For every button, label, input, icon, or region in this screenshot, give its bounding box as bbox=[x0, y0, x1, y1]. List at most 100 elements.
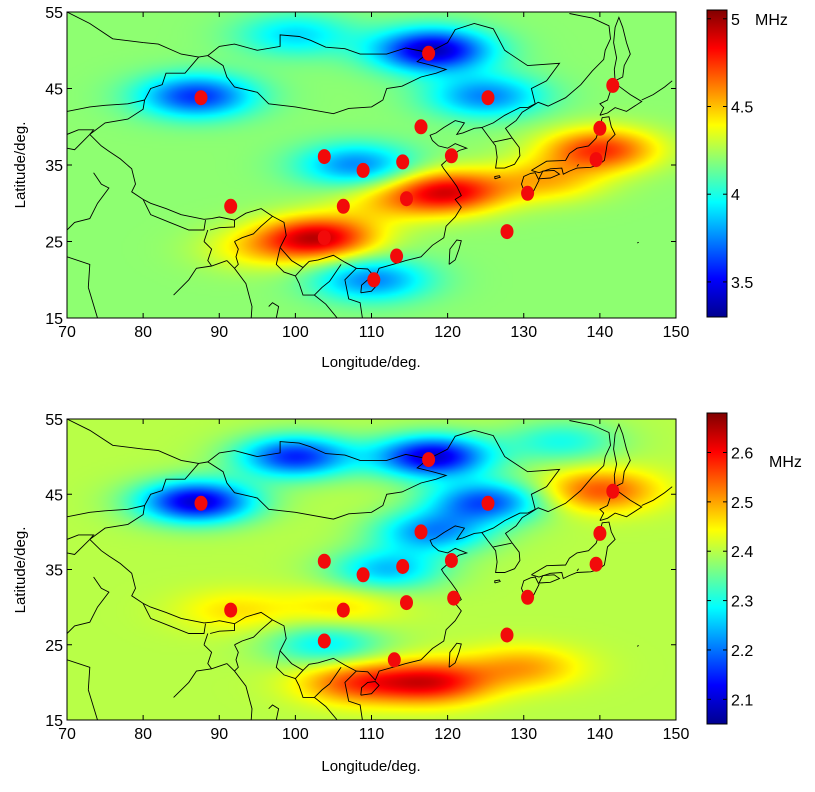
border-2-11 bbox=[234, 644, 239, 672]
y-tick-label-1-25: 25 bbox=[45, 235, 63, 252]
border-1-12 bbox=[234, 215, 273, 242]
coastline-1-15 bbox=[494, 175, 501, 180]
border-1-8 bbox=[209, 220, 235, 231]
border-2-5 bbox=[89, 539, 357, 672]
station-1-11 bbox=[521, 185, 535, 201]
x-tick-label-2-150: 150 bbox=[663, 726, 690, 743]
coastline-1-17 bbox=[576, 163, 579, 167]
x-tick-label-1-110: 110 bbox=[359, 324, 385, 341]
station-markers-2 bbox=[194, 452, 620, 668]
colorbar-tick-label-1-2: 4.5 bbox=[731, 99, 753, 116]
station-2-16 bbox=[317, 633, 331, 649]
x-tick-label-2-120: 120 bbox=[434, 726, 461, 743]
border-2-1 bbox=[67, 419, 199, 464]
coastline-2-3 bbox=[226, 663, 253, 720]
coastline-2-0 bbox=[67, 659, 91, 690]
border-1-5 bbox=[89, 134, 357, 269]
coastline-1-3 bbox=[226, 260, 253, 318]
station-2-17 bbox=[387, 652, 401, 668]
x-tick-label-2-90: 90 bbox=[210, 726, 228, 743]
station-1-10 bbox=[589, 152, 603, 168]
colorbar-tick-label-2-4: 2.5 bbox=[731, 495, 753, 512]
x-tick-label-1-120: 120 bbox=[434, 324, 461, 341]
station-2-7 bbox=[444, 553, 458, 568]
colorbar-tick-label-1-3: 5 bbox=[731, 12, 740, 29]
border-2-2 bbox=[207, 441, 429, 463]
border-1-11 bbox=[234, 241, 239, 269]
x-tick-label-2-130: 130 bbox=[510, 726, 537, 743]
coastline-2-14 bbox=[641, 486, 673, 506]
coastline-2-13 bbox=[613, 423, 631, 488]
station-1-17 bbox=[390, 248, 404, 264]
station-1-15 bbox=[500, 224, 514, 240]
border-2-8 bbox=[209, 623, 235, 634]
coastline-1-0 bbox=[67, 256, 91, 288]
coastline-2-11 bbox=[531, 521, 616, 580]
coastline-1-13 bbox=[613, 16, 631, 82]
border-1-0 bbox=[89, 23, 561, 135]
colorbar-tick-label-1-1: 4 bbox=[731, 187, 740, 204]
station-1-0 bbox=[422, 45, 436, 61]
border-2-16 bbox=[481, 512, 528, 534]
border-2-3 bbox=[67, 505, 145, 518]
border-2-4 bbox=[67, 534, 95, 555]
colorbar-tick-label-2-3: 2.4 bbox=[731, 544, 753, 561]
colorbar-tick-label-2-5: 2.6 bbox=[731, 445, 753, 462]
border-1-15 bbox=[275, 247, 296, 277]
colorbar-2 bbox=[706, 412, 728, 725]
x-axis-2: 70 80 90 100 110 120 130 140 150 bbox=[58, 419, 689, 743]
x-tick-label-2-140: 140 bbox=[587, 726, 614, 743]
station-1-16 bbox=[317, 230, 331, 246]
colorbar-tick-label-2-1: 2.2 bbox=[731, 643, 753, 660]
station-1-13 bbox=[336, 198, 350, 214]
coastline-1-18 bbox=[637, 241, 639, 244]
station-2-0 bbox=[422, 452, 436, 468]
coastline-1-10 bbox=[538, 169, 561, 180]
station-2-11 bbox=[521, 589, 535, 605]
map-outline-1 bbox=[67, 12, 673, 318]
x-tick-label-1-90: 90 bbox=[210, 324, 228, 341]
coastline-2-10 bbox=[538, 574, 561, 584]
station-2-5 bbox=[593, 525, 607, 541]
station-1-5 bbox=[593, 120, 607, 136]
station-2-4 bbox=[414, 524, 428, 540]
y-tick-label-2-45: 45 bbox=[45, 487, 63, 504]
station-1-4 bbox=[414, 119, 428, 135]
coastline-2-2 bbox=[173, 663, 228, 698]
border-1-6 bbox=[67, 172, 110, 231]
border-2-15 bbox=[275, 650, 296, 680]
x-tick-label-1-140: 140 bbox=[587, 324, 614, 341]
station-2-10 bbox=[589, 556, 603, 572]
coastline-2-6 bbox=[337, 420, 611, 720]
colorbar-1 bbox=[706, 9, 728, 318]
border-2-10 bbox=[203, 644, 213, 670]
coastline-2-17 bbox=[576, 568, 579, 572]
border-2-17 bbox=[493, 542, 512, 548]
station-1-9 bbox=[356, 162, 370, 178]
y-tick-label-1-15: 15 bbox=[45, 311, 63, 328]
border-2-9 bbox=[203, 633, 209, 645]
coastline-2-18 bbox=[636, 645, 639, 647]
border-2-12 bbox=[234, 619, 273, 646]
border-1-1 bbox=[67, 12, 199, 58]
station-2-8 bbox=[396, 559, 410, 574]
station-1-7 bbox=[444, 148, 458, 164]
x-tick-label-2-100: 100 bbox=[282, 726, 309, 743]
station-2-1 bbox=[194, 495, 208, 511]
x-tick-label-1-150: 150 bbox=[663, 324, 690, 341]
x-tick-label-2-110: 110 bbox=[359, 726, 385, 743]
panel-2: 70 80 90 100 110 120 130 140 150 15 25 35 45 55 Long… bbox=[12, 412, 802, 775]
station-1-3 bbox=[606, 77, 620, 93]
x-tick-label-1-130: 130 bbox=[510, 324, 537, 341]
station-2-6 bbox=[317, 553, 331, 569]
coastline-1-9 bbox=[521, 172, 540, 195]
station-2-18 bbox=[447, 590, 461, 606]
heatmap-surface-1 bbox=[67, 12, 676, 318]
border-1-17 bbox=[493, 137, 512, 143]
x-axis-label-2: Longitude/deg. bbox=[321, 758, 420, 775]
border-1-7 bbox=[142, 199, 206, 231]
y-tick-label-2-25: 25 bbox=[45, 638, 63, 655]
